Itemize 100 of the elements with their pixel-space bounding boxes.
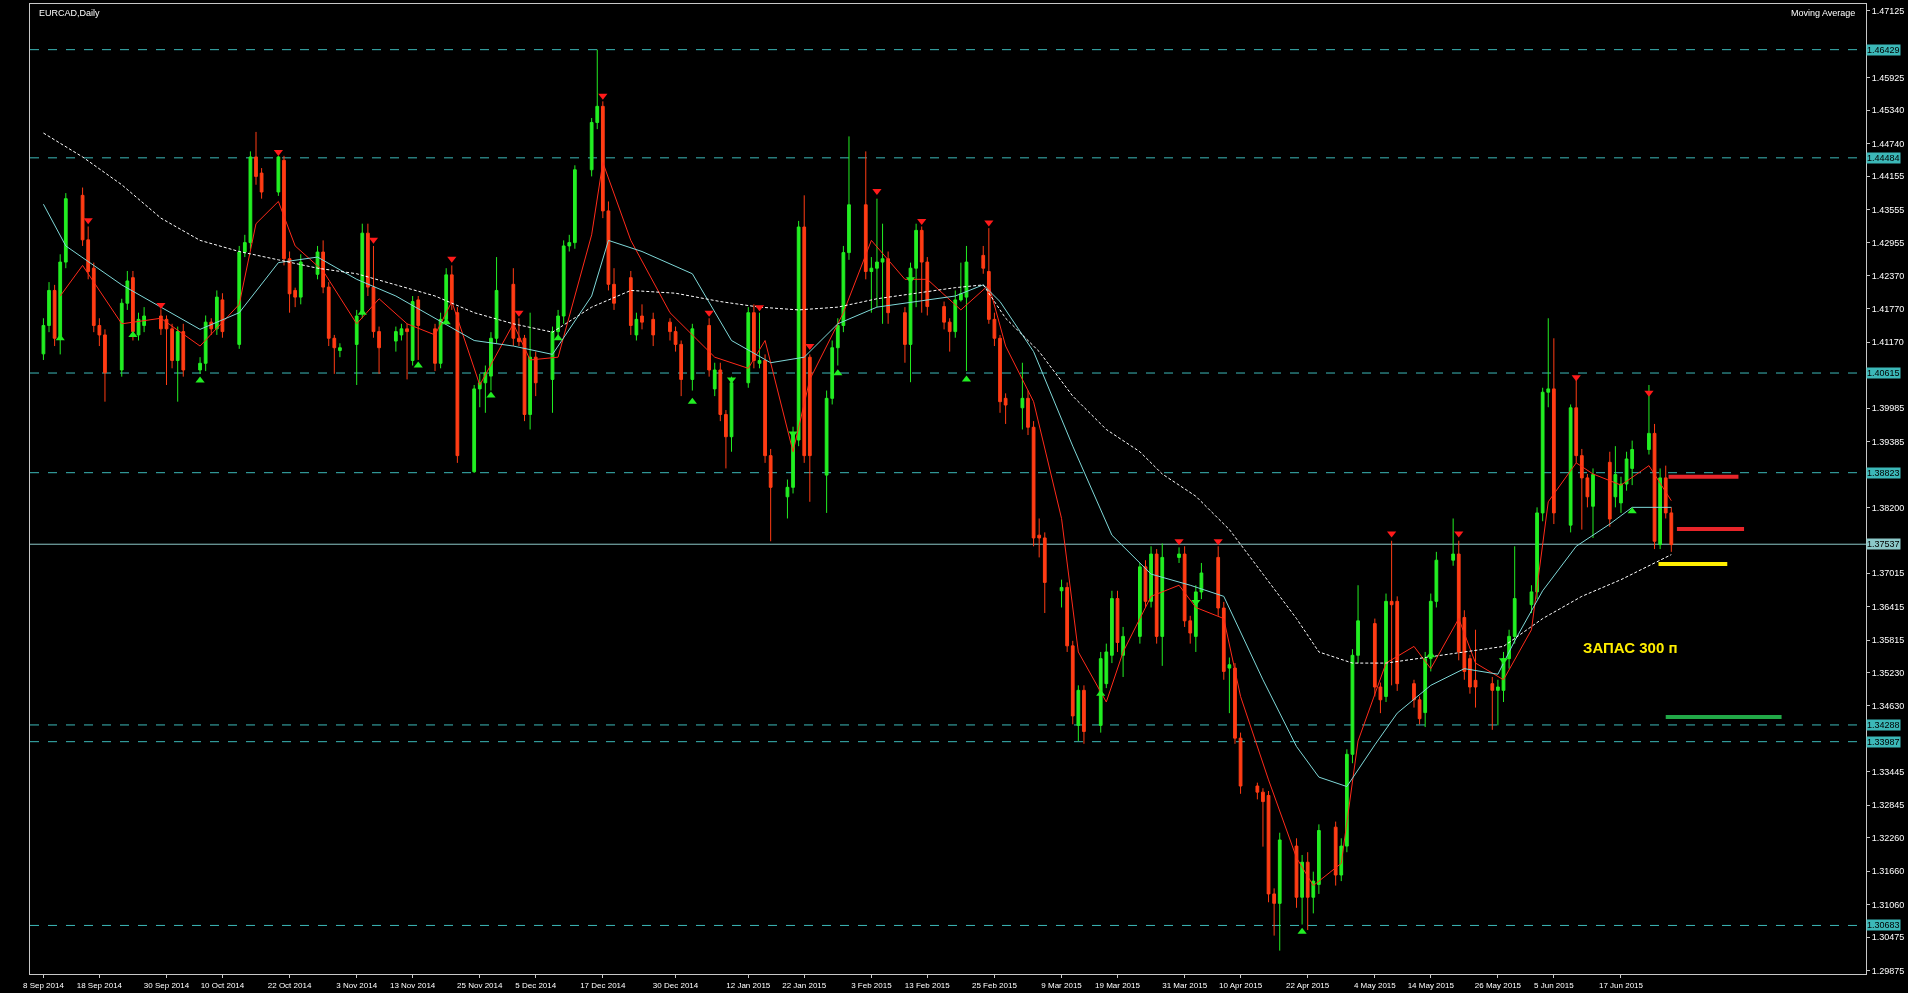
point	[1571, 375, 1581, 382]
candlestick	[785, 479, 790, 519]
candlestick	[1412, 679, 1416, 709]
candlestick	[947, 317, 952, 353]
candlestick	[1020, 362, 1025, 430]
candlestick	[533, 351, 538, 397]
y-tick-label: 1.45340	[1871, 105, 1905, 116]
point	[273, 149, 283, 156]
candlestick	[847, 135, 851, 261]
candlestick	[1311, 871, 1316, 914]
x-tick-label: 30 Dec 2014	[652, 980, 699, 990]
y-tick-label: 1.41170	[1871, 337, 1904, 348]
candlestick	[528, 312, 532, 430]
x-tick-label: 13 Nov 2014	[389, 980, 436, 990]
candlestick	[1619, 476, 1623, 514]
y-tick-label: 1.44740	[1871, 138, 1905, 149]
x-tick-label: 8 Sep 2014	[22, 980, 65, 990]
candlestick	[802, 194, 807, 464]
annotation: Moving Average	[1791, 8, 1856, 18]
candlestick	[1115, 590, 1120, 653]
candlestick	[63, 192, 68, 269]
ref-line-label: 1.30683	[1867, 920, 1900, 930]
candlestick	[752, 303, 756, 369]
candlestick	[1468, 654, 1472, 695]
text: EURCAD,Daily	[39, 8, 101, 18]
candlestick	[416, 295, 421, 361]
x-tick-label: 13 Feb 2015	[904, 980, 951, 990]
y-tick-label: 1.36415	[1871, 601, 1905, 612]
point	[1174, 539, 1184, 546]
candlestick	[724, 409, 728, 469]
candlestick	[1529, 584, 1534, 614]
y-tick-label: 1.43555	[1871, 204, 1905, 215]
x-tick-label: 25 Feb 2015	[971, 980, 1018, 990]
candlestick	[1551, 337, 1556, 525]
candlestick	[494, 256, 499, 344]
candlestick	[1607, 451, 1612, 528]
candlestick	[690, 323, 695, 392]
candlestick	[1177, 546, 1181, 564]
candlestick	[1076, 684, 1081, 742]
point	[195, 376, 205, 383]
candlestick	[1613, 445, 1618, 508]
candlestick	[718, 362, 723, 422]
candlestick	[869, 256, 874, 314]
candlestick	[1305, 851, 1310, 931]
x-tick-label: 4 May 2015	[1353, 980, 1397, 990]
y-tick-label: 1.35815	[1871, 635, 1905, 646]
point	[128, 330, 138, 337]
candlestick	[1082, 684, 1086, 745]
point	[486, 391, 496, 398]
x-tick-label: 10 Oct 2014	[200, 980, 245, 990]
y-tick-label: 1.30475	[1871, 932, 1905, 943]
candlestick	[651, 312, 656, 347]
candlestick	[1221, 601, 1226, 681]
y-tick-label: 1.44155	[1871, 171, 1905, 182]
x-tick-label: 17 Dec 2014	[580, 980, 627, 990]
y-tick-label: 1.31660	[1871, 866, 1905, 877]
point	[1191, 599, 1201, 606]
candlestick	[1568, 403, 1573, 533]
candlestick	[1138, 562, 1142, 645]
y-tick-label: 1.42955	[1871, 238, 1905, 249]
candlestick	[1647, 384, 1651, 456]
candlestick	[953, 289, 958, 339]
candlestick	[1473, 629, 1478, 709]
candlestick	[1490, 676, 1495, 731]
ref-line-label: 1.34288	[1867, 720, 1900, 730]
candlestick	[1294, 837, 1299, 909]
candlestick	[1300, 854, 1304, 925]
x-tick-label: 25 Nov 2014	[457, 980, 503, 990]
candlestick	[455, 306, 460, 464]
candlestick	[410, 295, 415, 367]
y-tick-label: 1.45925	[1871, 72, 1905, 83]
y-tick-label: 1.33445	[1871, 766, 1905, 777]
y-tick-label: 1.42370	[1871, 270, 1905, 281]
candlestick	[282, 155, 286, 266]
candlestick	[1356, 584, 1360, 664]
candlestick	[131, 270, 135, 341]
x-tick-label: 5 Dec 2014	[515, 980, 557, 990]
candlestick	[886, 251, 891, 325]
y-tick-label: 1.32260	[1871, 832, 1905, 843]
candlestick	[875, 198, 879, 308]
ref-line-label: 1.37537	[1867, 539, 1900, 549]
y-tick-label: 1.35230	[1871, 667, 1905, 678]
candlestick	[405, 323, 409, 380]
candlestick	[1512, 545, 1517, 645]
ref-line-label: 1.40615	[1867, 368, 1900, 378]
candlestick	[1065, 581, 1070, 653]
candlestick	[942, 301, 946, 330]
x-tick-label: 19 Mar 2015	[1095, 980, 1141, 990]
candlestick	[1070, 640, 1075, 725]
candlestick	[1238, 732, 1243, 795]
candlestick	[276, 155, 281, 197]
candlestick	[1261, 787, 1265, 848]
candlestick	[1143, 559, 1148, 608]
y-tick-label: 1.47125	[1871, 6, 1905, 17]
candlestick	[1154, 548, 1159, 645]
candlestick	[1591, 467, 1595, 539]
candlestick	[1317, 823, 1321, 895]
candlestick	[449, 264, 454, 311]
y-tick-label: 1.37015	[1871, 568, 1905, 579]
y-tick-label: 1.34630	[1871, 701, 1905, 712]
